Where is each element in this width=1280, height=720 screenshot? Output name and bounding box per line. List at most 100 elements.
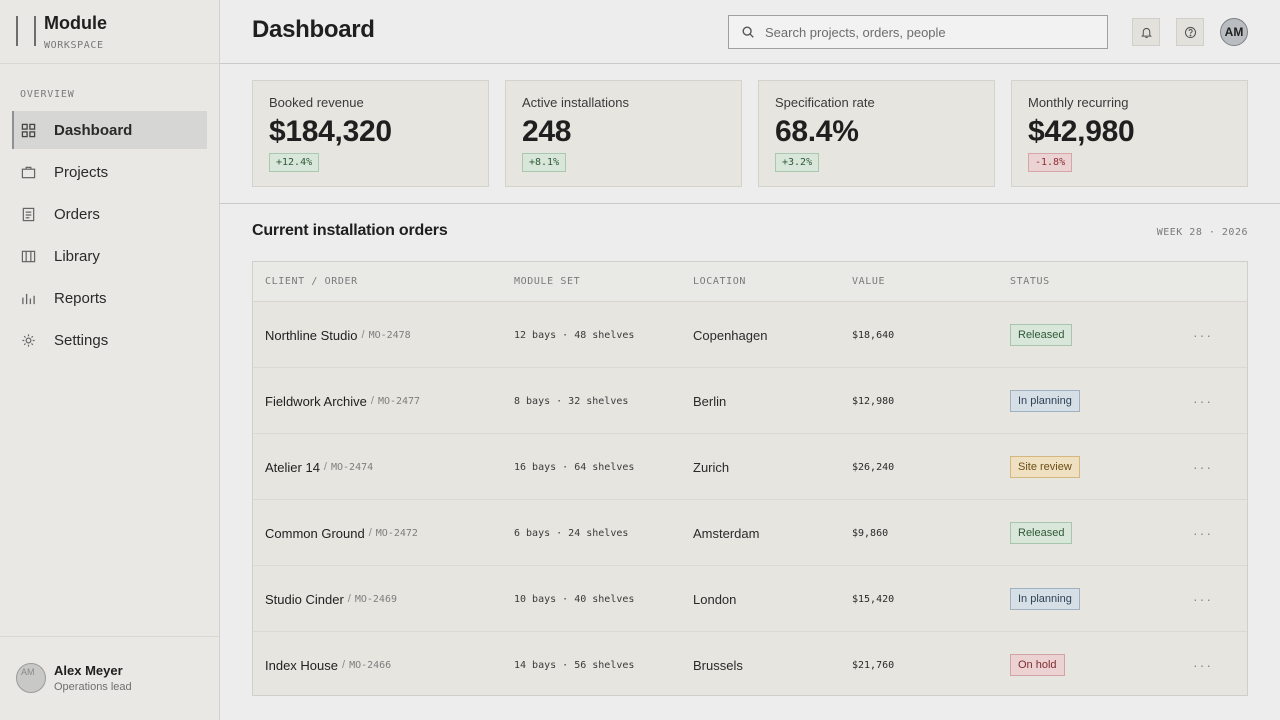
sidebar-item-label: Orders [54,205,100,223]
table-row[interactable]: Index House / MO-2466 14 bays · 56 shelves… [253,632,1247,698]
kpi-label: Monthly recurring [1028,95,1129,110]
row-more-button[interactable]: ··· [1193,459,1213,475]
client-cell: Common Ground / MO-2472 [265,525,418,541]
kpi-label: Booked revenue [269,95,364,110]
bar-chart-icon [21,291,36,306]
status-badge: In planning [1010,390,1080,412]
client-cell: Fieldwork Archive / MO-2477 [265,393,421,409]
avatar: AM [16,663,46,693]
client-cell: Northline Studio / MO-2478 [265,327,411,343]
sidebar-nav: Dashboard Projects Orders Library Report… [12,111,207,363]
sidebar-item-settings[interactable]: Settings [12,321,207,359]
kpi-delta: +3.2% [775,153,820,172]
sidebar-item-reports[interactable]: Reports [12,279,207,317]
user-role: Operations lead [54,681,132,693]
header-avatar[interactable]: AM [1220,18,1248,46]
brand-sub: WORKSPACE [44,40,104,51]
sidebar-item-label: Settings [54,331,109,349]
client-name: Atelier 14 [265,459,320,475]
sidebar-item-label: Dashboard [54,121,133,139]
sidebar-item-label: Library [54,247,100,265]
brand-mark [34,16,36,46]
module-set: 6 bays · 24 shelves [514,527,629,539]
table-row[interactable]: Studio Cinder / MO-2469 10 bays · 40 shelv… [253,566,1247,632]
section-divider [220,203,1280,204]
kpi-card-monthly-recurring: Monthly recurring $42,980 -1.8% [1011,80,1248,187]
sidebar-item-orders[interactable]: Orders [12,195,207,233]
row-more-button[interactable]: ··· [1193,327,1213,343]
kpi-value: $42,980 [1028,115,1135,148]
status-badge: Site review [1010,456,1080,478]
help-button[interactable] [1176,18,1204,46]
client-name: Common Ground [265,525,365,541]
brand-mark [16,16,18,46]
order-code: MO-2477 [377,395,421,407]
sidebar-item-library[interactable]: Library [12,237,207,275]
module-set: 8 bays · 32 shelves [514,395,629,407]
sidebar-item-projects[interactable]: Projects [12,153,207,191]
kpi-delta: -1.8% [1028,153,1073,172]
location: Berlin [693,393,727,409]
search-box[interactable] [728,15,1108,49]
module-set: 16 bays · 64 shelves [514,461,635,473]
brand-name: Module [44,13,107,33]
order-value: $12,980 [852,395,895,407]
row-more-button[interactable]: ··· [1193,591,1213,607]
kpi-value: 68.4% [775,115,859,148]
kpi-card-active-installations: Active installations 248 +8.1% [505,80,742,187]
order-value: $18,640 [852,329,895,341]
module-set: 10 bays · 40 shelves [514,593,635,605]
sidebar-item-label: Projects [54,163,109,181]
help-icon [1184,26,1196,38]
location: Amsterdam [693,525,760,541]
kpi-delta: +8.1% [522,153,567,172]
table-row[interactable]: Common Ground / MO-2472 6 bays · 24 shelve… [253,500,1247,566]
client-name: Studio Cinder [265,591,344,607]
client-cell: Studio Cinder / MO-2469 [265,591,397,607]
status-cell: On hold [1010,632,1065,698]
row-more-button[interactable]: ··· [1193,657,1213,673]
kpi-delta: +12.4% [269,153,320,172]
table-row[interactable]: Atelier 14/MO-2474 16 bays · 64 shelves … [253,434,1247,500]
client-name: Fieldwork Archive [265,393,367,409]
user-profile[interactable]: AM Alex Meyer Operations lead [0,636,219,720]
status-cell: In planning [1010,368,1080,434]
status-cell: Released [1010,302,1073,368]
kpi-row: Booked revenue $184,320 +12.4% Active in… [252,80,1248,187]
module-set: 12 bays · 48 shelves [514,329,635,341]
brand: Module WORKSPACE [0,0,219,64]
status-badge: On hold [1010,654,1065,676]
order-code: MO-2474 [330,461,374,473]
client-cell: Atelier 14/MO-2474 [265,459,374,475]
status-cell: Released [1010,500,1073,566]
table-row[interactable]: Northline Studio / MO-2478 12 bays · 48 sh… [253,302,1247,368]
sidebar-item-dashboard[interactable]: Dashboard [12,111,207,149]
status-badge: Released [1010,522,1073,544]
kpi-card-specification-rate: Specification rate 68.4% +3.2% [758,80,995,187]
order-code: MO-2478 [368,329,411,341]
column-header[interactable]: LOCATION [693,276,746,287]
table-row[interactable]: Fieldwork Archive / MO-2477 8 bays · 32 sh… [253,368,1247,434]
gear-icon [21,333,36,348]
column-header[interactable]: MODULE SET [514,276,581,287]
grid-icon [21,123,36,138]
orders-table: CLIENT / ORDER MODULE SET LOCATION VALUE… [252,261,1248,696]
order-code: MO-2472 [375,527,418,539]
row-more-button[interactable]: ··· [1193,393,1213,409]
client-name: Northline Studio [265,327,358,343]
location: London [693,591,737,607]
kpi-value: $184,320 [269,115,392,148]
status-badge: Released [1010,324,1073,346]
column-header[interactable]: STATUS [1010,276,1050,287]
order-value: $21,760 [852,659,895,671]
order-value: $15,420 [852,593,895,605]
notifications-button[interactable] [1132,18,1160,46]
search-icon [741,25,755,39]
search-input[interactable] [765,24,1095,40]
status-badge: In planning [1010,588,1080,610]
column-header[interactable]: CLIENT / ORDER [265,276,358,287]
client-name: Index House [265,657,338,673]
row-more-button[interactable]: ··· [1193,525,1213,541]
column-header[interactable]: VALUE [852,276,886,287]
location: Brussels [693,657,743,673]
